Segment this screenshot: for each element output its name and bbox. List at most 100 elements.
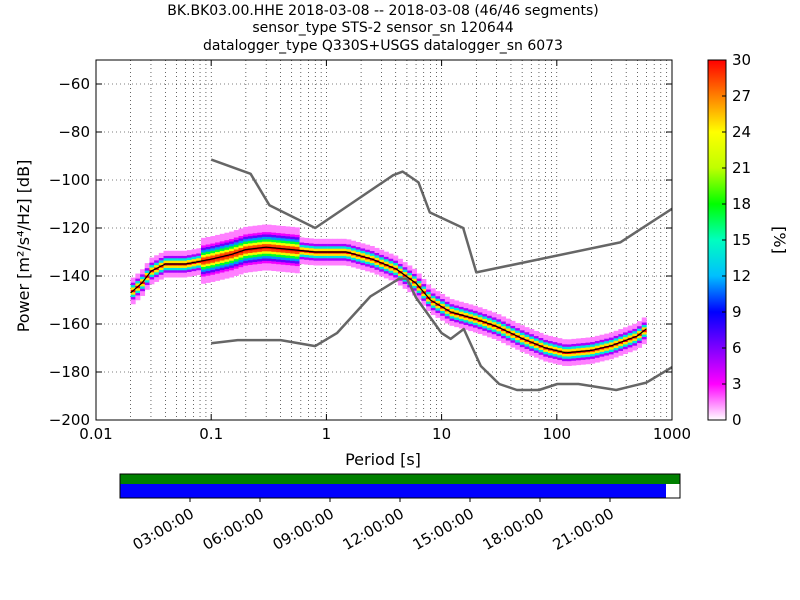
psd-probability-cell bbox=[637, 335, 643, 339]
psd-probability-cell bbox=[458, 306, 464, 310]
psd-probability-cell bbox=[318, 258, 324, 261]
psd-probability-cell bbox=[238, 238, 244, 241]
psd-probability-cell bbox=[510, 325, 516, 329]
psd-probability-cell bbox=[580, 347, 586, 351]
psd-probability-cell bbox=[487, 315, 493, 319]
psd-probability-cell bbox=[613, 352, 619, 356]
psd-probability-cell bbox=[543, 358, 549, 362]
psd-probability-cell bbox=[276, 239, 282, 243]
psd-probability-cell bbox=[219, 250, 225, 254]
psd-probability-cell bbox=[229, 272, 235, 276]
psd-probability-cell bbox=[472, 320, 478, 323]
time-tick-label: 06:00:00 bbox=[200, 505, 267, 554]
psd-probability-cell bbox=[266, 229, 272, 233]
psd-probability-cell bbox=[341, 243, 347, 247]
psd-probability-cell bbox=[215, 242, 221, 245]
psd-probability-cell bbox=[224, 251, 230, 255]
psd-probability-cell bbox=[632, 347, 638, 351]
x-tick-label: 1 bbox=[322, 425, 332, 443]
psd-probability-cell bbox=[186, 257, 192, 261]
psd-probability-cell bbox=[135, 290, 141, 294]
psd-probability-cell bbox=[261, 231, 267, 235]
psd-probability-cell bbox=[257, 237, 263, 240]
psd-probability-cell bbox=[571, 358, 577, 361]
psd-probability-cell bbox=[374, 255, 380, 258]
psd-probability-cell bbox=[594, 338, 600, 341]
psd-probability-cell bbox=[369, 245, 375, 249]
psd-probability-cell bbox=[280, 228, 286, 232]
psd-probability-cell bbox=[426, 289, 432, 292]
psd-probability-cell bbox=[308, 255, 314, 258]
psd-probability-cell bbox=[393, 262, 399, 266]
psd-probability-cell bbox=[290, 241, 296, 244]
psd-probability-cell bbox=[622, 341, 628, 345]
psd-probability-cell bbox=[299, 244, 305, 248]
psd-probability-cell bbox=[496, 319, 502, 322]
psd-probability-cell bbox=[613, 340, 619, 344]
psd-probability-cell bbox=[261, 229, 267, 233]
psd-probability-cell bbox=[332, 238, 338, 242]
psd-probability-cell bbox=[468, 318, 474, 322]
psd-probability-cell bbox=[524, 343, 530, 347]
processed-psd-bar bbox=[120, 484, 666, 498]
psd-probability-cell bbox=[590, 353, 596, 357]
psd-probability-cell bbox=[463, 319, 469, 323]
psd-probability-cell bbox=[294, 229, 300, 233]
psd-probability-cell bbox=[444, 315, 450, 319]
psd-probability-cell bbox=[318, 260, 324, 264]
psd-probability-cell bbox=[454, 310, 460, 313]
psd-probability-cell bbox=[393, 260, 399, 264]
psd-probability-cell bbox=[355, 244, 361, 248]
psd-probability-cell bbox=[266, 263, 272, 266]
psd-probability-cell bbox=[205, 251, 211, 255]
psd-probability-cell bbox=[351, 250, 357, 253]
psd-probability-cell bbox=[229, 245, 235, 249]
psd-probability-cell bbox=[562, 348, 568, 352]
psd-probability-cell bbox=[257, 256, 263, 260]
psd-probability-cell bbox=[201, 252, 206, 255]
psd-probability-cell bbox=[210, 262, 216, 266]
psd-probability-cell bbox=[261, 239, 267, 242]
psd-probability-cell bbox=[163, 274, 169, 278]
psd-probability-cell bbox=[463, 317, 469, 321]
psd-probability-cell bbox=[594, 345, 600, 349]
psd-probability-cell bbox=[280, 252, 286, 256]
psd-probability-cell bbox=[318, 255, 324, 259]
psd-probability-cell bbox=[477, 324, 483, 327]
psd-probability-cell bbox=[529, 338, 535, 342]
psd-probability-cell bbox=[594, 350, 600, 353]
psd-probability-cell bbox=[285, 250, 291, 254]
psd-probability-cell bbox=[196, 272, 202, 276]
psd-probability-cell bbox=[219, 257, 225, 261]
psd-probability-cell bbox=[322, 260, 328, 264]
psd-probability-cell bbox=[140, 288, 146, 292]
psd-probability-cell bbox=[261, 234, 267, 237]
psd-probability-cell bbox=[276, 261, 282, 265]
psd-probability-cell bbox=[421, 286, 427, 289]
psd-probability-cell bbox=[622, 344, 628, 347]
psd-probability-cell bbox=[177, 274, 183, 278]
psd-probability-cell bbox=[261, 265, 267, 269]
psd-probability-cell bbox=[632, 345, 638, 349]
psd-probability-cell bbox=[322, 248, 328, 252]
psd-probability-cell bbox=[276, 242, 282, 246]
plot-background bbox=[96, 60, 672, 420]
psd-probability-cell bbox=[599, 337, 605, 340]
psd-probability-cell bbox=[172, 258, 178, 261]
psd-probability-cell bbox=[238, 264, 244, 268]
psd-probability-cell bbox=[294, 258, 300, 262]
psd-probability-cell bbox=[599, 334, 605, 338]
psd-probability-cell bbox=[224, 259, 230, 262]
psd-probability-cell bbox=[599, 349, 605, 352]
psd-probability-cell bbox=[229, 257, 235, 261]
psd-probability-cell bbox=[247, 235, 253, 239]
psd-probability-cell bbox=[351, 245, 357, 249]
psd-probability-cell bbox=[369, 265, 375, 268]
psd-probability-cell bbox=[210, 252, 216, 256]
psd-probability-cell bbox=[496, 314, 502, 317]
psd-probability-cell bbox=[430, 297, 436, 301]
psd-probability-cell bbox=[210, 245, 216, 249]
psd-probability-cell bbox=[261, 253, 267, 257]
psd-probability-cell bbox=[374, 252, 380, 256]
psd-probability-cell bbox=[271, 232, 277, 236]
